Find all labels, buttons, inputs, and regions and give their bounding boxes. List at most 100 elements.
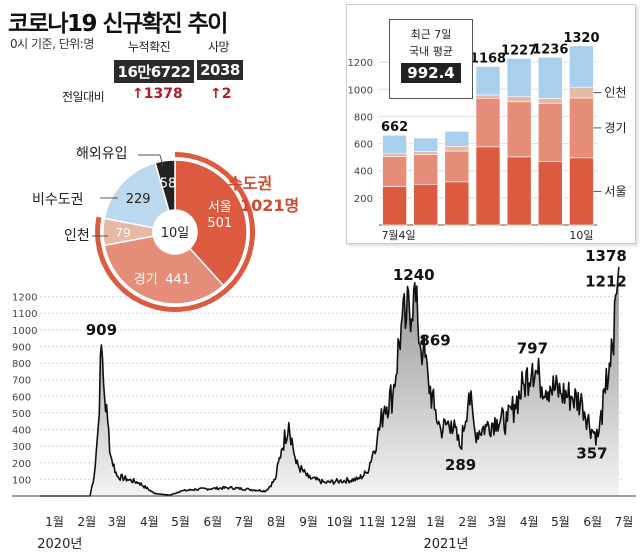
slice-value-label: 441 bbox=[165, 272, 190, 287]
slice-name-label: 인천 bbox=[64, 228, 90, 244]
y-tick-label: 200 bbox=[12, 459, 31, 470]
avg-label-1: 최근 7일 bbox=[410, 28, 452, 41]
weekly-stacked-bar-chart: 200400600800100012006627월4일1168122712361… bbox=[348, 31, 627, 242]
slice-value-label: 79 bbox=[115, 226, 130, 240]
inset-y-tick-label: 1200 bbox=[348, 58, 373, 69]
inset-total-label: 662 bbox=[381, 120, 408, 135]
leader-line bbox=[138, 154, 164, 167]
unit-note: 0시 기준, 단위:명 bbox=[10, 37, 94, 51]
slice-value-label: 501 bbox=[207, 216, 232, 231]
pie-slice bbox=[103, 235, 225, 305]
inset-bar-segment bbox=[382, 134, 407, 154]
pie-slice bbox=[174, 159, 248, 287]
slice-name-label: 해외유입 bbox=[76, 146, 128, 162]
inset-series-label: 경기 bbox=[604, 121, 626, 135]
y-tick-label: 800 bbox=[12, 359, 31, 370]
slice-name-label: 서울 bbox=[208, 200, 232, 215]
metro-callout-label: 수도권 bbox=[228, 174, 273, 193]
x-tick-label: 5월 bbox=[171, 515, 190, 529]
peak-annotation: 1240 bbox=[393, 266, 435, 284]
compare-label: 전일대비 bbox=[62, 90, 105, 104]
slice-value-label: 58 bbox=[160, 176, 177, 191]
weekly-inset-panel: 200 400 600 800 1000 1200 662 7월4일 1168 1227 1236 1… bbox=[346, 4, 636, 244]
x-tick-label: 11월 bbox=[359, 515, 385, 529]
inset-bar-segment bbox=[382, 186, 407, 226]
inset-y-tick-label: 800 bbox=[354, 112, 373, 123]
inset-total-label: 1320 bbox=[563, 31, 599, 46]
inset-bar-segment bbox=[506, 101, 532, 158]
y-tick-label: 600 bbox=[12, 392, 31, 403]
deaths-change: ↑2 bbox=[210, 86, 232, 102]
year-label: 2020년 bbox=[37, 537, 82, 552]
x-tick-label: 1월 bbox=[426, 515, 445, 529]
cumulative-change: ↑1378 bbox=[132, 86, 183, 102]
x-tick-label: 9월 bbox=[299, 515, 318, 529]
y-tick-label: 1000 bbox=[12, 326, 37, 337]
inset-bar-segment bbox=[475, 66, 501, 96]
inset-bar-segment bbox=[537, 56, 563, 99]
avg-label-2: 국내 평균 bbox=[409, 45, 453, 58]
inset-series-label: 서울 bbox=[604, 184, 626, 198]
inset-bar-segment bbox=[537, 102, 563, 162]
y-tick-label: 1100 bbox=[12, 309, 37, 320]
x-tick-label: 3월 bbox=[108, 515, 127, 529]
cumulative-header: 누적확진 bbox=[128, 40, 171, 54]
inset-bar-segment bbox=[475, 94, 501, 99]
pie-slice bbox=[103, 161, 170, 229]
x-tick-label: 2월 bbox=[78, 515, 97, 529]
peak-annotation: 1378 bbox=[585, 247, 627, 265]
inset-bar-segment bbox=[413, 137, 439, 152]
x-tick-label: 4월 bbox=[140, 515, 159, 529]
donut-center-label: 10일 bbox=[161, 226, 190, 241]
peak-annotation: 797 bbox=[517, 340, 548, 358]
slice-name-label: 비수도권 bbox=[32, 192, 84, 208]
avg-value: 992.4 bbox=[401, 63, 461, 83]
x-tick-label: 7월 bbox=[235, 515, 254, 529]
inset-bar-segment bbox=[444, 131, 470, 147]
inset-bar-segment bbox=[413, 151, 439, 156]
inset-bar-segment bbox=[569, 45, 594, 88]
inset-total-label: 1227 bbox=[501, 43, 537, 58]
peak-annotation: 909 bbox=[86, 321, 117, 339]
x-tick-label: 6월 bbox=[203, 515, 222, 529]
slice-name-label: 경기 bbox=[134, 272, 158, 287]
inset-y-tick-label: 600 bbox=[354, 140, 373, 151]
inset-bar-segment bbox=[569, 86, 594, 99]
x-tick-label: 3월 bbox=[488, 515, 507, 529]
x-tick-label: 5월 bbox=[551, 515, 570, 529]
inset-bar-segment bbox=[413, 183, 439, 226]
year-label: 2021년 bbox=[423, 537, 468, 552]
cumulative-value: 16만6722 bbox=[114, 60, 194, 83]
x-tick-label: 1월 bbox=[45, 515, 64, 529]
inset-bar-segment bbox=[537, 161, 563, 226]
deaths-value: 2038 bbox=[197, 60, 243, 80]
x-tick-label: 2월 bbox=[459, 515, 478, 529]
inset-y-tick-label: 200 bbox=[354, 194, 373, 205]
inset-x-label: 10일 bbox=[569, 228, 593, 242]
inset-bar-segment bbox=[569, 97, 594, 159]
x-tick-label: 12월 bbox=[390, 515, 416, 529]
x-tick-label: 6월 bbox=[583, 515, 602, 529]
peak-annotation: 289 bbox=[445, 456, 476, 474]
inset-x-label: 7월4일 bbox=[381, 228, 415, 242]
inset-total-label: 1236 bbox=[532, 42, 568, 57]
daily-cases-area bbox=[40, 267, 619, 496]
daily-cases-line bbox=[40, 266, 620, 497]
inset-bar-segment bbox=[382, 156, 407, 187]
y-tick-label: 900 bbox=[12, 342, 31, 353]
weekly-average-box: 최근 7일 국내 평균 992.4 bbox=[389, 19, 473, 99]
inset-y-tick-label: 400 bbox=[354, 167, 373, 178]
inset-bar-segment bbox=[475, 146, 501, 226]
inset-bar-segment bbox=[444, 145, 470, 152]
inset-bar-segment bbox=[382, 152, 407, 157]
inset-bar-segment bbox=[506, 58, 532, 98]
slice-value-label: 229 bbox=[126, 192, 151, 207]
page-title: 코로나19 신규확진 추이 bbox=[8, 11, 228, 37]
metro-callout-value: 1021명 bbox=[240, 196, 300, 215]
x-tick-label: 10월 bbox=[327, 515, 353, 529]
peak-annotation: 357 bbox=[576, 445, 607, 463]
inset-bar-segment bbox=[444, 150, 470, 183]
inset-total-label: 1168 bbox=[470, 51, 506, 66]
x-tick-label: 7월 bbox=[615, 515, 634, 529]
